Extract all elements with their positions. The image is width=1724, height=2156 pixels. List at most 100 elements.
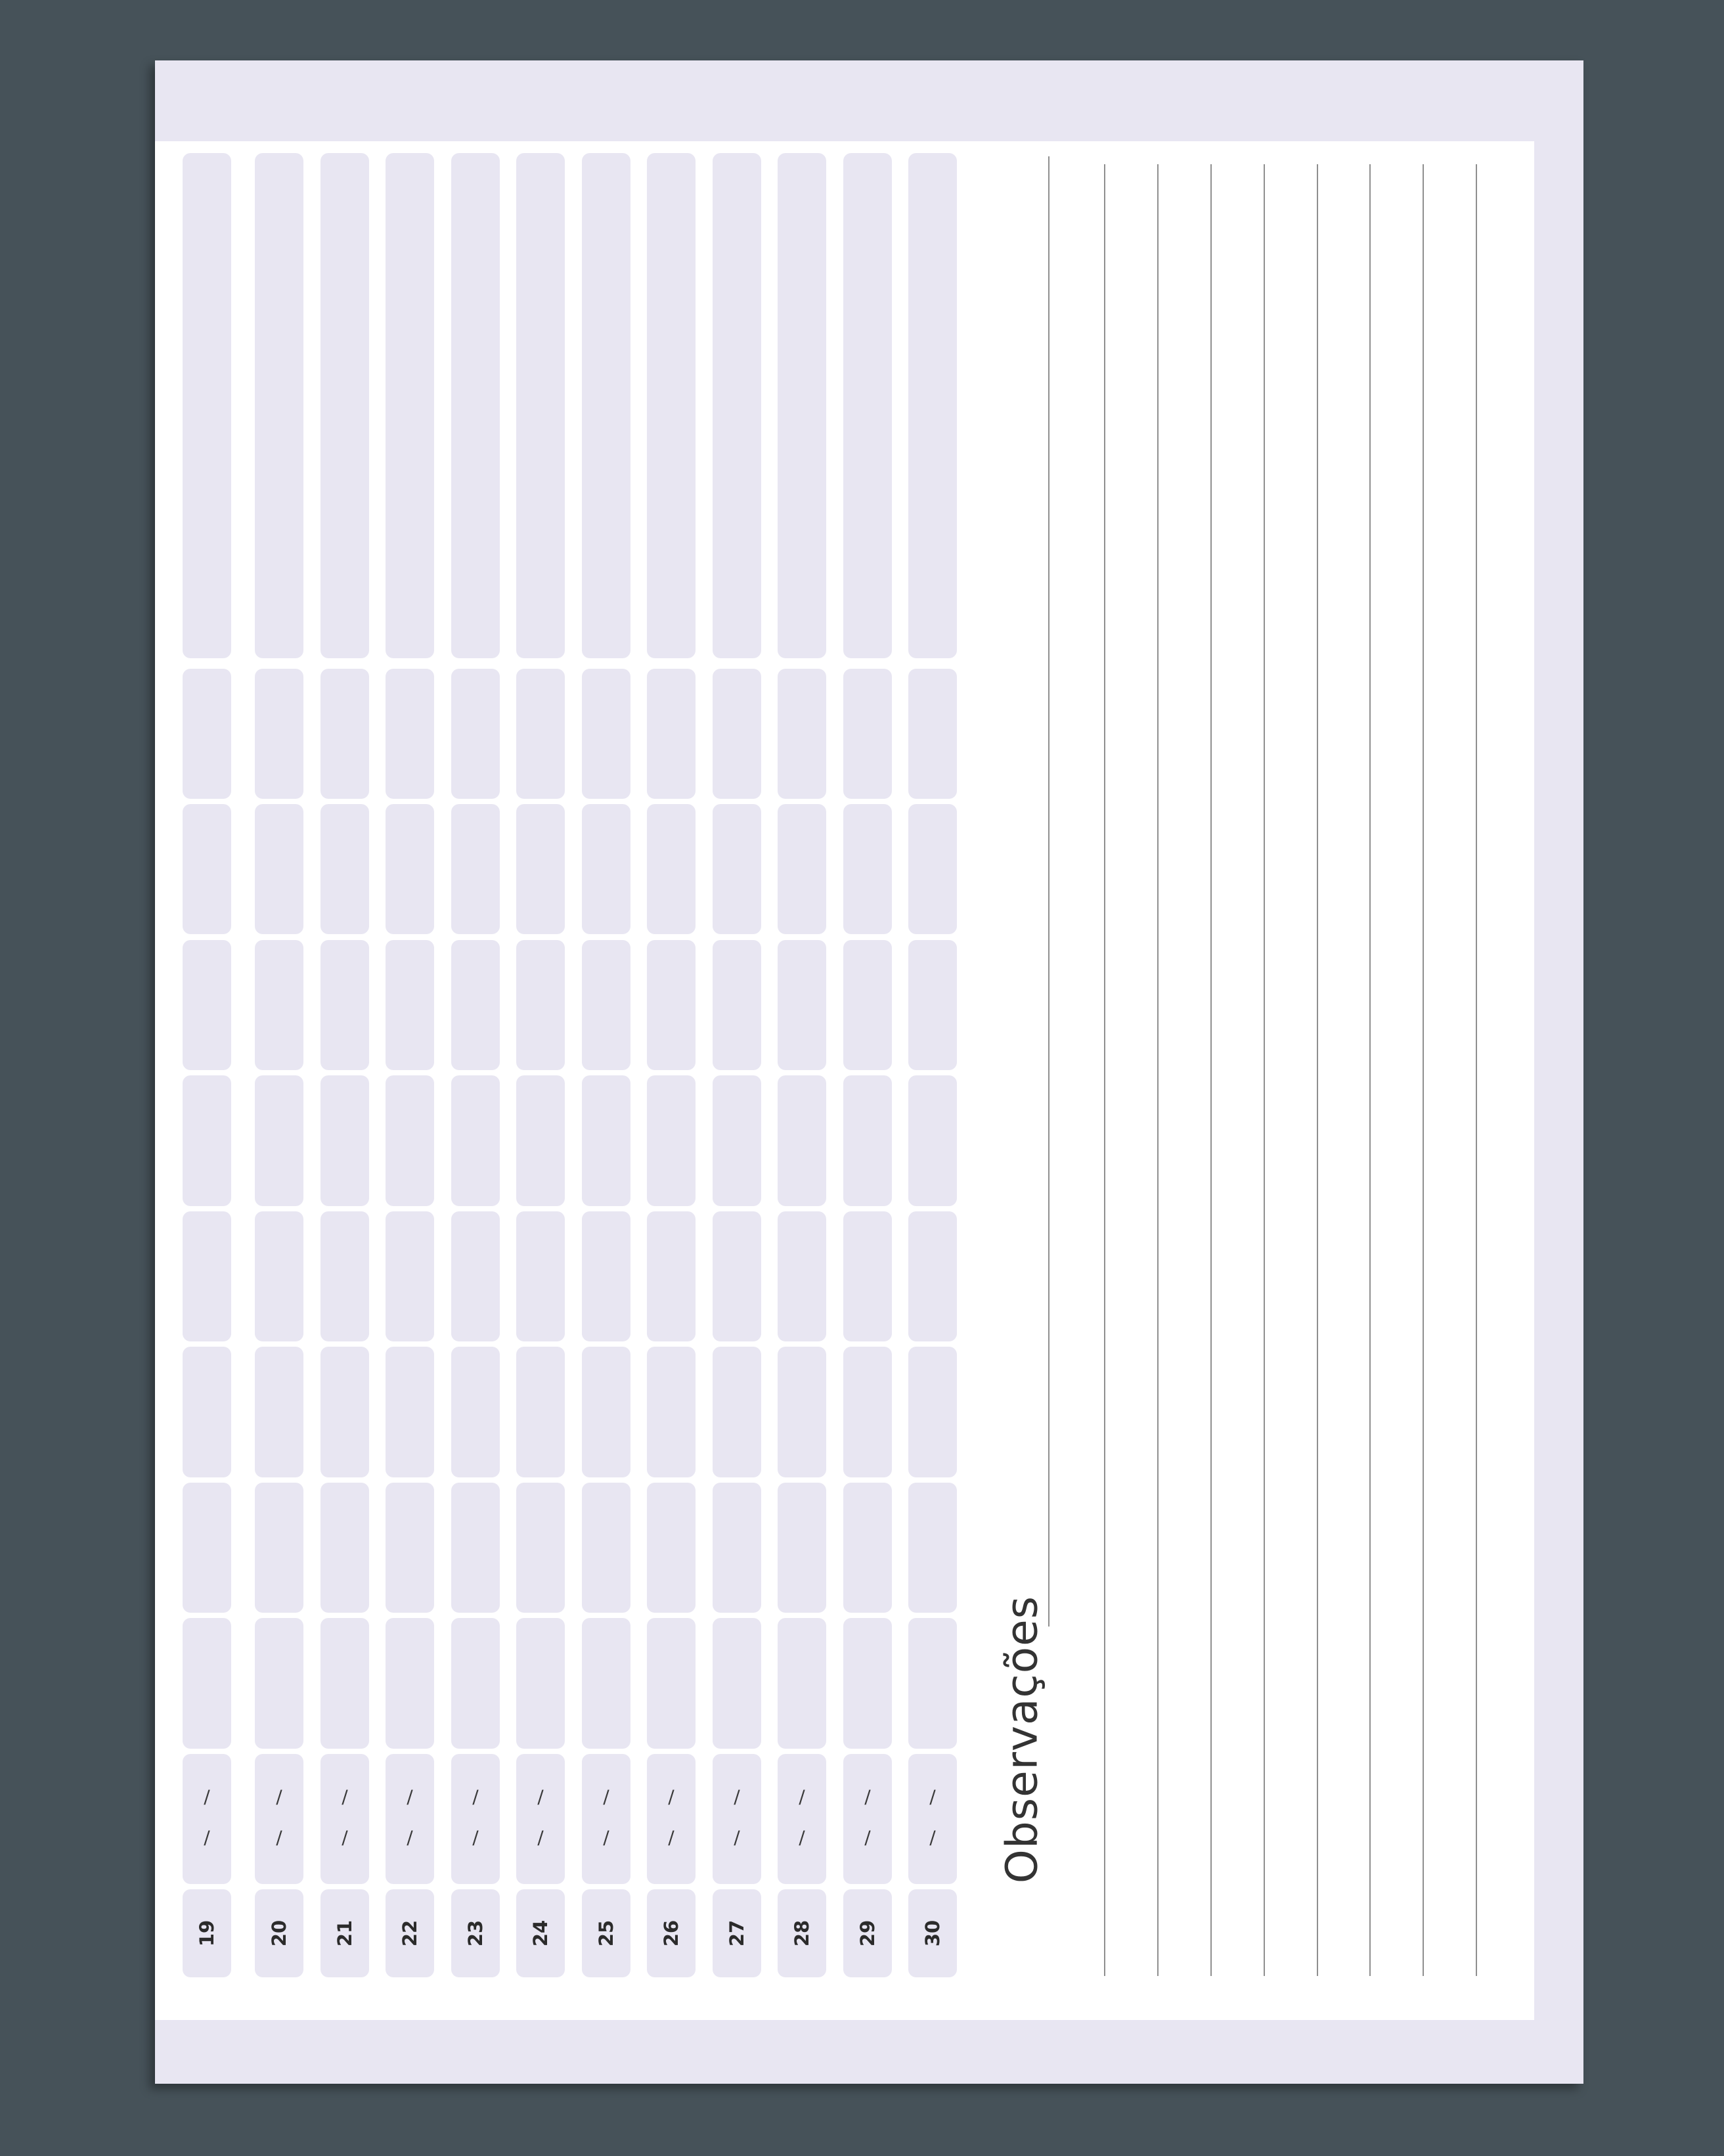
entry-cell[interactable]	[386, 1347, 434, 1477]
entry-cell[interactable]	[386, 1211, 434, 1341]
entry-cell[interactable]	[451, 1211, 500, 1341]
entry-cell[interactable]	[183, 1483, 231, 1613]
entry-cell[interactable]	[908, 940, 957, 1070]
date-field[interactable]: / /	[183, 1754, 231, 1884]
entry-cell[interactable]	[255, 1075, 303, 1206]
entry-cell[interactable]	[451, 1347, 500, 1477]
activity-cell[interactable]	[320, 153, 369, 658]
entry-cell[interactable]	[713, 669, 761, 799]
entry-cell[interactable]	[647, 1347, 696, 1477]
entry-cell[interactable]	[386, 1483, 434, 1613]
entry-cell[interactable]	[183, 804, 231, 934]
entry-cell[interactable]	[843, 1618, 892, 1749]
entry-cell[interactable]	[183, 1347, 231, 1477]
writing-line[interactable]	[1317, 164, 1318, 1976]
entry-cell[interactable]	[516, 1483, 565, 1613]
entry-cell[interactable]	[647, 669, 696, 799]
entry-cell[interactable]	[255, 1347, 303, 1477]
entry-cell[interactable]	[778, 669, 826, 799]
writing-line[interactable]	[1476, 164, 1477, 1976]
entry-cell[interactable]	[516, 669, 565, 799]
day-number-cell[interactable]: 27	[713, 1889, 761, 1977]
day-number-cell[interactable]: 19	[183, 1889, 231, 1977]
entry-cell[interactable]	[451, 804, 500, 934]
entry-cell[interactable]	[255, 1483, 303, 1613]
entry-cell[interactable]	[320, 1211, 369, 1341]
writing-line[interactable]	[1104, 164, 1105, 1976]
date-field[interactable]: / /	[647, 1754, 696, 1884]
entry-cell[interactable]	[647, 804, 696, 934]
entry-cell[interactable]	[255, 940, 303, 1070]
date-field[interactable]: / /	[516, 1754, 565, 1884]
entry-cell[interactable]	[386, 1618, 434, 1749]
entry-cell[interactable]	[320, 669, 369, 799]
entry-cell[interactable]	[843, 1075, 892, 1206]
entry-cell[interactable]	[713, 1075, 761, 1206]
entry-cell[interactable]	[908, 1483, 957, 1613]
entry-cell[interactable]	[451, 1483, 500, 1613]
entry-cell[interactable]	[778, 1483, 826, 1613]
entry-cell[interactable]	[582, 1618, 630, 1749]
entry-cell[interactable]	[778, 1075, 826, 1206]
entry-cell[interactable]	[713, 1483, 761, 1613]
entry-cell[interactable]	[320, 804, 369, 934]
date-field[interactable]: / /	[451, 1754, 500, 1884]
entry-cell[interactable]	[647, 1618, 696, 1749]
activity-cell[interactable]	[843, 153, 892, 658]
entry-cell[interactable]	[255, 1211, 303, 1341]
activity-cell[interactable]	[713, 153, 761, 658]
entry-cell[interactable]	[582, 1347, 630, 1477]
activity-cell[interactable]	[908, 153, 957, 658]
entry-cell[interactable]	[255, 669, 303, 799]
entry-cell[interactable]	[778, 804, 826, 934]
entry-cell[interactable]	[582, 669, 630, 799]
writing-line[interactable]	[1369, 164, 1371, 1976]
entry-cell[interactable]	[451, 1618, 500, 1749]
day-number-cell[interactable]: 20	[255, 1889, 303, 1977]
entry-cell[interactable]	[582, 804, 630, 934]
entry-cell[interactable]	[778, 1618, 826, 1749]
date-field[interactable]: / /	[255, 1754, 303, 1884]
entry-cell[interactable]	[386, 804, 434, 934]
entry-cell[interactable]	[183, 940, 231, 1070]
entry-cell[interactable]	[386, 669, 434, 799]
date-field[interactable]: / /	[320, 1754, 369, 1884]
entry-cell[interactable]	[183, 669, 231, 799]
entry-cell[interactable]	[582, 1211, 630, 1341]
entry-cell[interactable]	[647, 1211, 696, 1341]
writing-line[interactable]	[1423, 164, 1424, 1976]
activity-cell[interactable]	[516, 153, 565, 658]
day-number-cell[interactable]: 30	[908, 1889, 957, 1977]
day-number-cell[interactable]: 28	[778, 1889, 826, 1977]
entry-cell[interactable]	[255, 1618, 303, 1749]
date-field[interactable]: / /	[713, 1754, 761, 1884]
entry-cell[interactable]	[516, 804, 565, 934]
entry-cell[interactable]	[451, 1075, 500, 1206]
entry-cell[interactable]	[582, 1483, 630, 1613]
entry-cell[interactable]	[713, 1211, 761, 1341]
entry-cell[interactable]	[320, 940, 369, 1070]
entry-cell[interactable]	[843, 1211, 892, 1341]
entry-cell[interactable]	[843, 1347, 892, 1477]
date-field[interactable]: / /	[386, 1754, 434, 1884]
entry-cell[interactable]	[908, 1211, 957, 1341]
entry-cell[interactable]	[320, 1347, 369, 1477]
entry-cell[interactable]	[320, 1618, 369, 1749]
day-number-cell[interactable]: 22	[386, 1889, 434, 1977]
entry-cell[interactable]	[713, 940, 761, 1070]
day-number-cell[interactable]: 21	[320, 1889, 369, 1977]
entry-cell[interactable]	[713, 1347, 761, 1477]
activity-cell[interactable]	[255, 153, 303, 658]
date-field[interactable]: / /	[908, 1754, 957, 1884]
activity-cell[interactable]	[647, 153, 696, 658]
entry-cell[interactable]	[451, 940, 500, 1070]
entry-cell[interactable]	[183, 1618, 231, 1749]
entry-cell[interactable]	[647, 1483, 696, 1613]
entry-cell[interactable]	[255, 804, 303, 934]
activity-cell[interactable]	[582, 153, 630, 658]
entry-cell[interactable]	[908, 1618, 957, 1749]
entry-cell[interactable]	[516, 1347, 565, 1477]
entry-cell[interactable]	[320, 1075, 369, 1206]
entry-cell[interactable]	[183, 1075, 231, 1206]
entry-cell[interactable]	[778, 1347, 826, 1477]
